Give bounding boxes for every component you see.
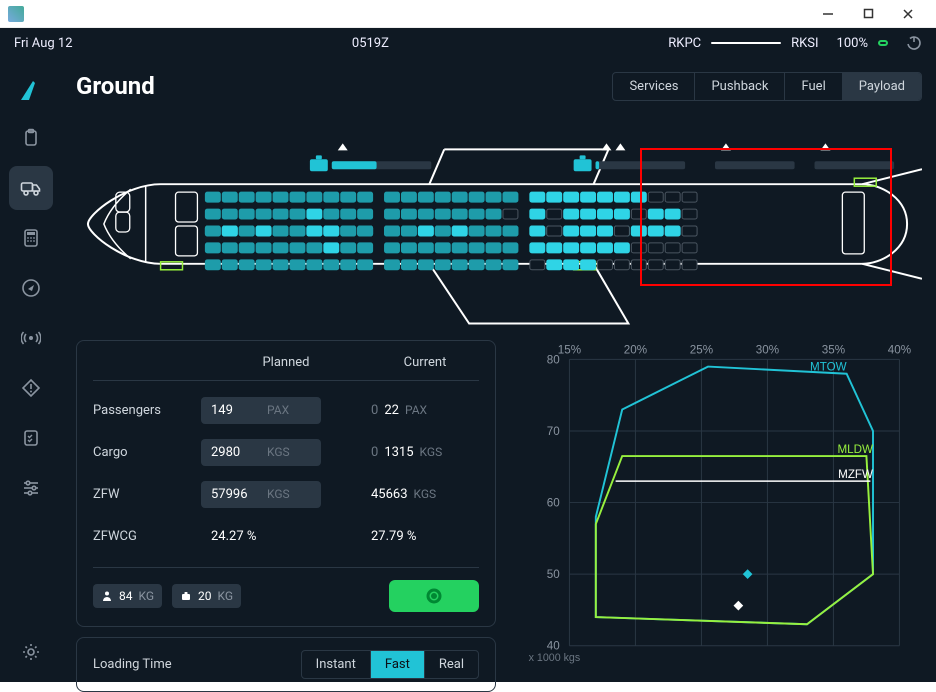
sidebar-item-clipboard[interactable] xyxy=(9,116,53,160)
col-header-current: Current xyxy=(371,355,479,370)
status-route: RKPC RKSI xyxy=(668,36,818,51)
window-minimize-button[interactable] xyxy=(808,0,848,28)
warning-icon xyxy=(21,378,41,398)
svg-text:60: 60 xyxy=(547,496,560,509)
page-title: Ground xyxy=(76,72,155,100)
row-cargo: Cargo 2980 KGS 01315 KGS xyxy=(93,431,479,473)
tabs: Services Pushback Fuel Payload xyxy=(612,72,922,101)
svg-text:40%: 40% xyxy=(888,344,911,357)
loading-time-segmented: Instant Fast Real xyxy=(301,650,479,679)
sidebar-item-settings[interactable] xyxy=(9,630,53,674)
svg-text:20%: 20% xyxy=(624,344,647,357)
loading-real[interactable]: Real xyxy=(424,651,478,678)
cargo-planned-input[interactable]: 2980 KGS xyxy=(201,439,321,466)
sidebar xyxy=(0,58,62,682)
route-destination: RKSI xyxy=(791,36,818,51)
gear-icon xyxy=(21,642,41,662)
route-origin: RKPC xyxy=(668,36,701,51)
svg-text:50: 50 xyxy=(547,568,560,581)
svg-text:35%: 35% xyxy=(822,344,845,357)
sidebar-item-checklist[interactable] xyxy=(9,416,53,460)
row-zfwcg: ZFWCG 24.27 % 27.79 % xyxy=(93,515,479,557)
status-date: Fri Aug 12 xyxy=(14,36,73,51)
status-simrate: 100% xyxy=(837,36,892,51)
route-progress-line xyxy=(711,42,781,44)
sidebar-item-failures[interactable] xyxy=(9,366,53,410)
passengers-planned-input[interactable]: 149 PAX xyxy=(201,397,321,424)
link-icon xyxy=(874,36,892,50)
sidebar-item-performance[interactable] xyxy=(9,216,53,260)
tab-payload[interactable]: Payload xyxy=(842,73,921,100)
cg-envelope-chart: 15% 20% 25% 30% 35% 40% 40 50 60 70 80 x 1000 kgs MT… xyxy=(508,340,922,670)
loading-fast[interactable]: Fast xyxy=(370,651,424,678)
svg-text:x 1000 kgs: x 1000 kgs xyxy=(529,652,581,664)
svg-text:25%: 25% xyxy=(690,344,713,357)
play-icon xyxy=(425,587,443,605)
sidebar-item-navigation[interactable] xyxy=(9,266,53,310)
per-pax-weight-input[interactable]: 84KG xyxy=(93,584,162,608)
app-icon xyxy=(8,6,24,22)
row-zfw: ZFW 57996 KGS 45663 KGS xyxy=(93,473,479,515)
cargo-current: 01315 KGS xyxy=(371,445,479,460)
loading-instant[interactable]: Instant xyxy=(302,651,370,678)
calculator-icon xyxy=(21,228,41,248)
svg-text:MTOW: MTOW xyxy=(810,360,847,373)
tab-fuel[interactable]: Fuel xyxy=(784,73,841,100)
sidebar-item-atc[interactable] xyxy=(9,316,53,360)
bag-icon xyxy=(180,590,192,602)
main-content: Ground Services Pushback Fuel Payload Pl… xyxy=(62,58,936,682)
window-close-button[interactable] xyxy=(888,0,928,28)
seatmap[interactable] xyxy=(76,114,922,334)
sidebar-item-presets[interactable] xyxy=(9,466,53,510)
passengers-current: 022 PAX xyxy=(371,403,479,418)
sidebar-logo[interactable] xyxy=(11,70,51,110)
svg-text:MZFW: MZFW xyxy=(838,468,873,481)
col-header-planned: Planned xyxy=(201,355,371,370)
power-icon[interactable] xyxy=(906,35,922,51)
clipboard-icon xyxy=(21,128,41,148)
compass-icon xyxy=(21,278,41,298)
person-icon xyxy=(101,590,113,602)
loading-time-panel: Loading Time Instant Fast Real xyxy=(76,637,496,692)
svg-text:15%: 15% xyxy=(558,344,581,357)
row-passengers: Passengers 149 PAX 022 PAX xyxy=(93,389,479,431)
svg-text:40: 40 xyxy=(547,640,560,653)
sidebar-item-ground[interactable] xyxy=(9,166,53,210)
status-zulu: 0519Z xyxy=(73,36,669,51)
tab-services[interactable]: Services xyxy=(613,73,694,100)
chart-svg: 15% 20% 25% 30% 35% 40% 40 50 60 70 80 x 1000 kgs MT… xyxy=(508,340,922,670)
svg-text:30%: 30% xyxy=(756,344,779,357)
status-bar: Fri Aug 12 0519Z RKPC RKSI 100% xyxy=(0,28,936,58)
loading-time-label: Loading Time xyxy=(93,657,172,672)
zfwcg-current: 27.79 % xyxy=(371,529,479,544)
sliders-icon xyxy=(21,478,41,498)
svg-text:MLDW: MLDW xyxy=(837,443,873,456)
window-titlebar xyxy=(0,0,936,28)
checklist-icon xyxy=(21,428,41,448)
window-maximize-button[interactable] xyxy=(848,0,888,28)
app-root: Fri Aug 12 0519Z RKPC RKSI 100% xyxy=(0,28,936,682)
seatmap-svg xyxy=(76,114,922,334)
truck-icon xyxy=(20,178,42,198)
svg-text:70: 70 xyxy=(547,425,560,438)
zfw-current: 45663 KGS xyxy=(371,487,479,502)
payload-panel: Planned Current Passengers 149 PAX 022 xyxy=(76,340,496,627)
tab-pushback[interactable]: Pushback xyxy=(694,73,784,100)
start-boarding-button[interactable] xyxy=(389,580,479,612)
zfw-planned-input[interactable]: 57996 KGS xyxy=(201,481,321,508)
per-bag-weight-input[interactable]: 20KG xyxy=(172,584,241,608)
svg-text:80: 80 xyxy=(547,353,560,366)
broadcast-icon xyxy=(21,328,41,348)
